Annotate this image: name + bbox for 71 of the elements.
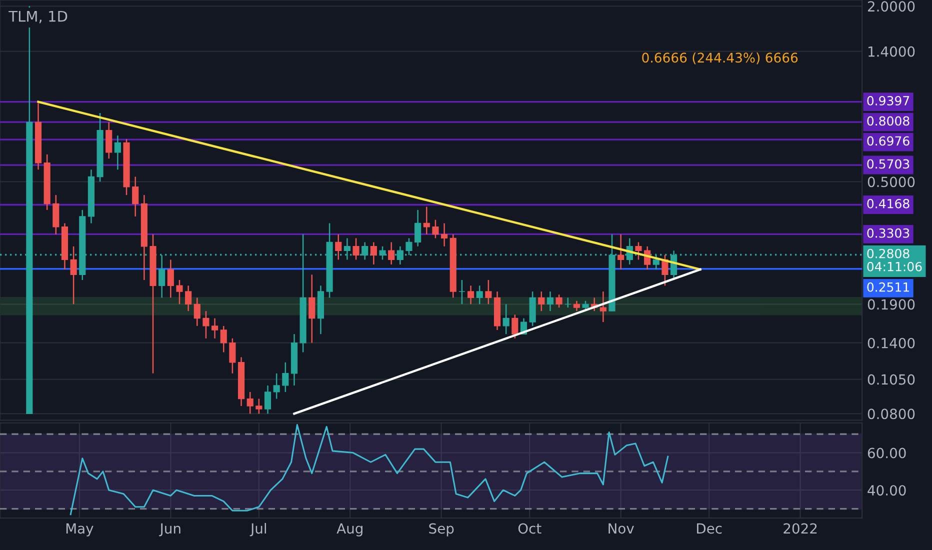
x-tick-label: 2022 (784, 523, 817, 534)
ref-line-label: 0.8008 (867, 116, 910, 126)
candlestick (229, 338, 236, 374)
y-tick-label: 40.00 (868, 485, 906, 496)
candlestick (458, 279, 466, 305)
ref-line-label: 0.4168 (867, 198, 910, 208)
x-tick-label: Jun (159, 523, 180, 536)
y-tick-label: 0.5000 (868, 176, 915, 188)
candlestick (414, 209, 422, 247)
candlestick (132, 176, 139, 218)
candlestick (185, 285, 192, 312)
candlestick (308, 274, 316, 344)
candlestick (467, 285, 474, 305)
ref-line-label: 0.3303 (867, 228, 910, 238)
candlestick (432, 219, 439, 239)
candlestick (485, 279, 492, 305)
candlestick (370, 242, 377, 266)
text: TLM, 1D (8, 10, 68, 24)
ref-line-label: 0.2511 (867, 282, 909, 292)
candlestick (114, 134, 121, 170)
x-tick-label: Oct (518, 523, 542, 534)
candlestick (52, 194, 60, 235)
candlestick (256, 398, 262, 414)
candlestick (106, 122, 112, 160)
annotation: 0.6666 (244.43%) 6666 (642, 52, 798, 64)
candlestick (556, 294, 562, 308)
candlestick (388, 242, 395, 266)
candlestick (538, 290, 545, 312)
candlestick (662, 254, 668, 286)
candlestick (564, 297, 572, 308)
line-series (70, 424, 669, 516)
candlestick (194, 297, 200, 327)
candlestick (600, 290, 606, 323)
candlestick (273, 372, 280, 400)
candlestick (167, 259, 174, 298)
ref-line-label: 0.6976 (867, 136, 910, 146)
candlestick (618, 234, 624, 270)
y-tick-label: 1.4000 (868, 46, 915, 57)
y-tick-label: 0.0800 (868, 408, 915, 420)
candlestick (335, 234, 342, 260)
candlestick (211, 318, 218, 340)
candlestick (441, 222, 448, 247)
ref-line-label: 0.5703 (867, 159, 910, 169)
candlestick (573, 300, 580, 312)
candlestick (423, 206, 430, 235)
y-tick-label: 2.0000 (868, 1, 915, 12)
y-tick-label: 0.1900 (868, 299, 915, 310)
ref-line-label: 0.9397 (867, 96, 910, 106)
x-tick-label: Nov (608, 523, 634, 534)
candlestick (176, 279, 183, 305)
candlestick (512, 314, 518, 340)
candlestick (220, 325, 227, 353)
candlestick (70, 246, 77, 305)
candlestick (635, 242, 642, 260)
x-tick-label: Aug (336, 523, 362, 536)
ref-line-label: 0.2808 04:11:06 (867, 248, 922, 272)
x-tick-label: Dec (697, 523, 722, 534)
candlestick (502, 304, 510, 335)
candlestick (264, 384, 272, 414)
candlestick (202, 310, 210, 340)
x-tick-label: Sep (429, 523, 454, 536)
candlestick (352, 238, 360, 260)
y-tick-label: 0.1400 (868, 338, 915, 348)
x-tick-label: May (66, 523, 94, 536)
candlestick (546, 290, 554, 312)
candlestick (476, 285, 483, 305)
candlestick (246, 391, 254, 414)
x-tick-label: Jul (250, 522, 266, 536)
y-tick-label: 0.1050 (868, 374, 915, 385)
candlestick (282, 362, 289, 393)
y-tick-label: 60.00 (868, 448, 906, 458)
